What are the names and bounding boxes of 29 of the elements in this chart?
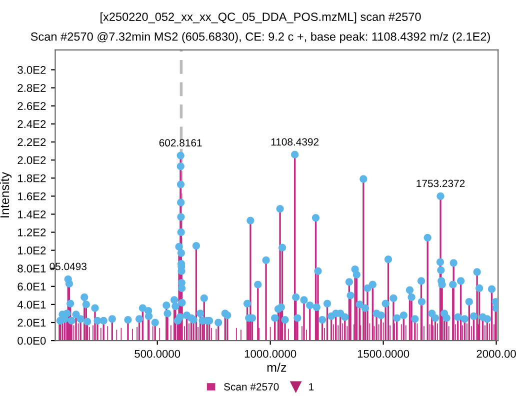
x-tick-label: 2000.00 bbox=[476, 350, 516, 358]
y-tick-label: 4.0E1 bbox=[17, 300, 46, 309]
y-tick-label: 8.0E1 bbox=[18, 264, 46, 272]
y-tick-label: 2.2E2 bbox=[18, 138, 46, 146]
annotation: 602.8161 bbox=[159, 139, 202, 147]
y-tick-label: 3.0E2 bbox=[18, 66, 46, 74]
y-tick-label: 1.0E2 bbox=[18, 246, 46, 254]
legend-label: 1 bbox=[309, 383, 314, 390]
y-tick-label: 2.4E2 bbox=[18, 120, 46, 128]
y-tick-label: 0.0E0 bbox=[18, 336, 46, 345]
x-tick-label: 1000.0000 bbox=[244, 350, 296, 358]
y-tick-label: 2.8E2 bbox=[18, 84, 46, 92]
y-tick-label: 1.2E2 bbox=[18, 228, 46, 236]
chart-title: [x250220_052_xx_xx_QC_05_DDA_POS.mzML] scan #2570 bbox=[100, 12, 421, 24]
legend-label: Scan #2570 bbox=[224, 383, 279, 391]
y-tick-label: 1.4E2 bbox=[18, 210, 46, 218]
y-tick-label: 2.0E1 bbox=[18, 318, 46, 327]
y-tick-label: 1.6E2 bbox=[18, 192, 46, 200]
annotation: 1753.2372 bbox=[416, 180, 465, 188]
y-tick-label: 2.6E2 bbox=[18, 102, 46, 110]
x-tick-label: 1500.0000 bbox=[358, 350, 410, 358]
x-axis-title: m/z bbox=[267, 362, 286, 372]
chart-subtitle: Scan #2570 @7.32min MS2 (605.6830), CE: 9.2 c +, base peak: 1108.4392 m/z (2.1E2) bbox=[30, 32, 490, 44]
y-axis-title: Intensity bbox=[0, 172, 12, 218]
annotation: 1108.4392 bbox=[271, 138, 319, 146]
x-tick-label: 500.0000 bbox=[134, 350, 180, 358]
y-tick-label: 2.0E2 bbox=[18, 156, 46, 164]
y-tick-label: 6.0E1 bbox=[18, 282, 46, 291]
y-tick-label: 1.8E2 bbox=[18, 174, 46, 182]
